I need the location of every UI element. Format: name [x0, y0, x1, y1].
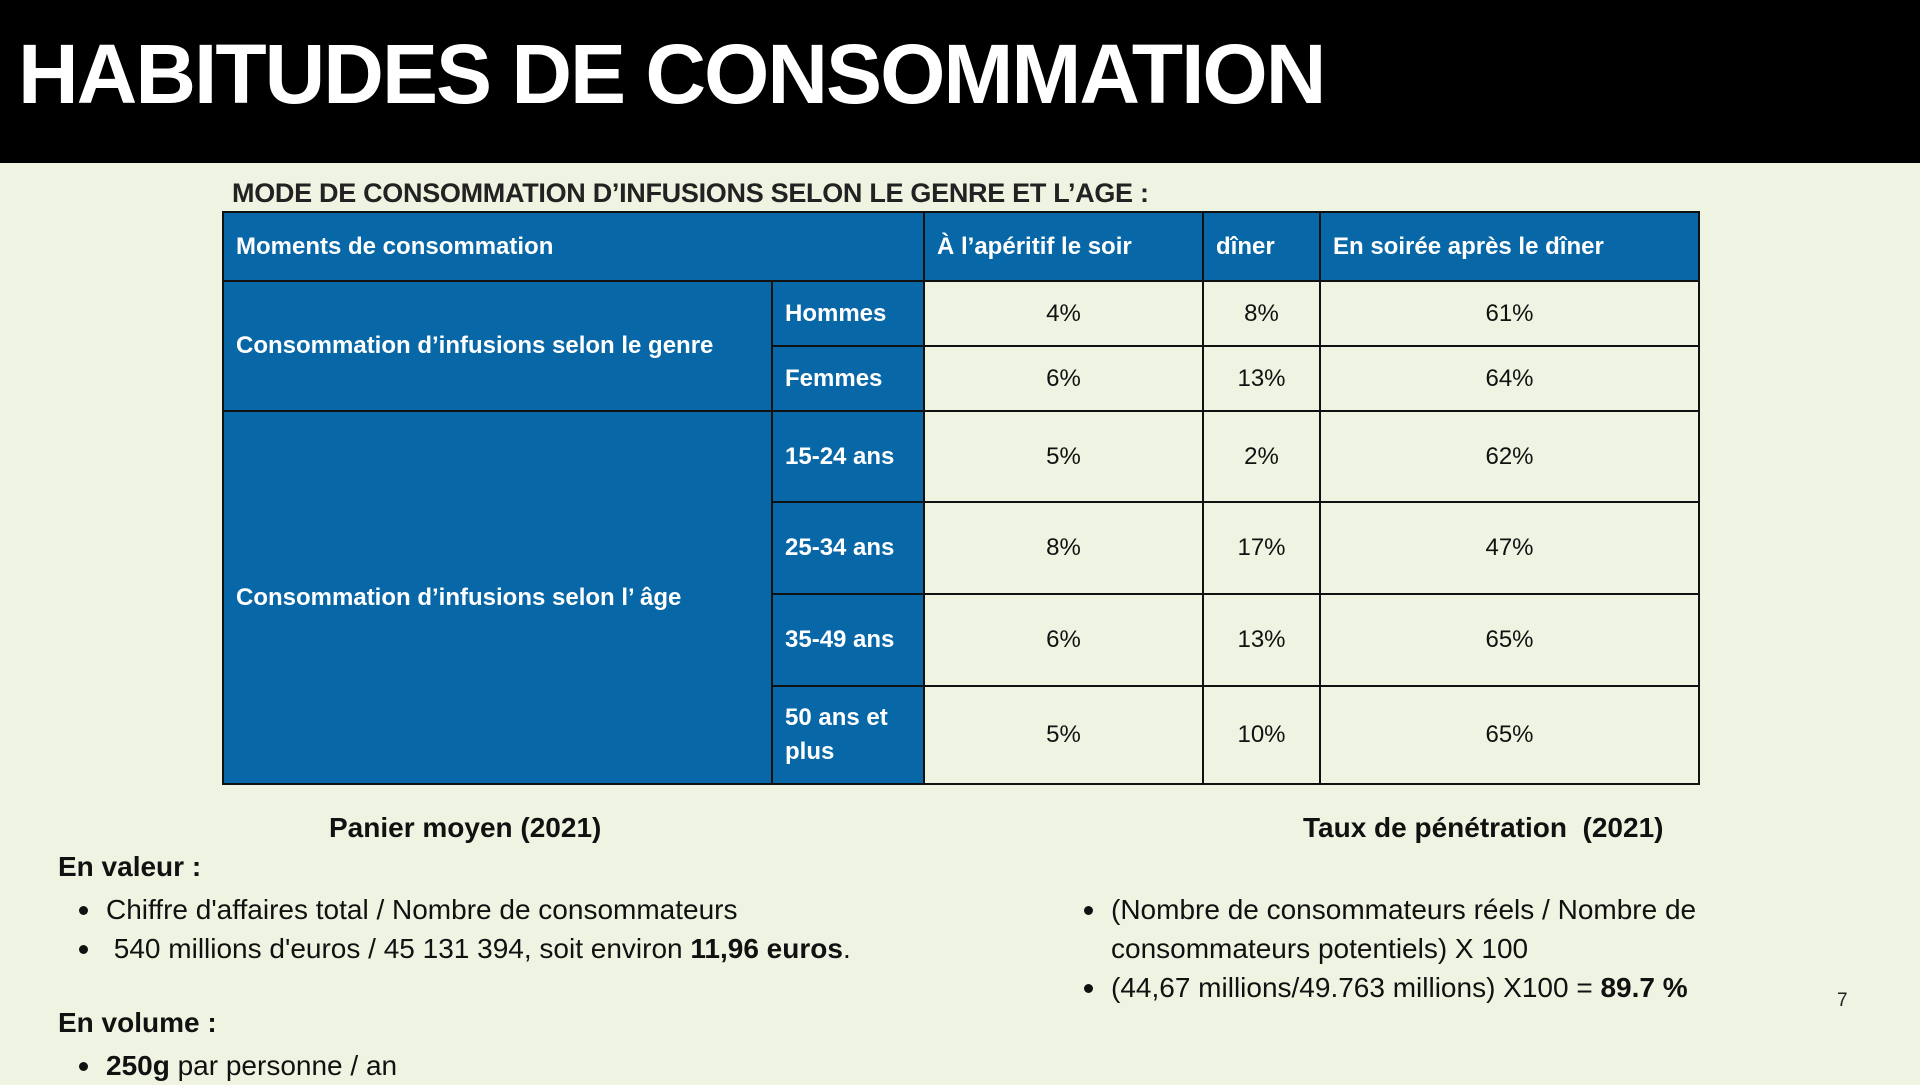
table-row: Consommation d’infusions selon le genre …: [222, 280, 1700, 412]
list-item: 540 millions d'euros / 45 131 394, soit …: [58, 929, 958, 968]
header-diner: dîner: [1202, 211, 1321, 282]
en-volume-label: En volume :: [58, 1007, 217, 1038]
penetration-calc: (44,67 millions/49.763 millions) X100 =: [1111, 972, 1601, 1003]
header-soiree: En soirée après le dîner: [1319, 211, 1700, 282]
table-cell: 61%: [1319, 280, 1700, 347]
table-cell: 6%: [923, 345, 1204, 412]
list-item: (44,67 millions/49.763 millions) X100 = …: [1063, 968, 1763, 1007]
table-cell: 13%: [1202, 345, 1321, 412]
table-cell: 2%: [1202, 410, 1321, 503]
valeur-period: .: [842, 933, 851, 964]
list-item: Chiffre d'affaires total / Nombre de con…: [58, 890, 958, 929]
table-row: Consommation d’infusions selon l’ âge 15…: [222, 410, 1700, 785]
header-moments: Moments de consommation: [222, 211, 925, 282]
penetration-formula: (Nombre de consommateurs réels / Nombre …: [1111, 894, 1697, 964]
valeur-formula: Chiffre d'affaires total / Nombre de con…: [106, 894, 738, 925]
table-cell: 4%: [923, 280, 1204, 347]
table-cell: 8%: [923, 501, 1204, 595]
panier-heading: Panier moyen (2021): [329, 812, 602, 843]
row-label: Hommes: [771, 280, 925, 347]
table-cell: 17%: [1202, 501, 1321, 595]
list-item: 250g par personne / an: [58, 1046, 958, 1085]
row-label: 25-34 ans: [771, 501, 925, 595]
penetration-result: 89.7 %: [1600, 972, 1688, 1003]
penetration-list: (Nombre de consommateurs réels / Nombre …: [1063, 890, 1763, 1007]
table-cell: 10%: [1202, 685, 1321, 785]
table-cell: 47%: [1319, 501, 1700, 595]
header-aperitif: À l’apéritif le soir: [923, 211, 1204, 282]
row-label: 35-49 ans: [771, 593, 925, 687]
table-cell: 6%: [923, 593, 1204, 687]
table-title: MODE DE CONSOMMATION D’INFUSIONS SELON L…: [232, 178, 1149, 208]
page-number: 7: [1837, 990, 1848, 1011]
penetration-heading: Taux de pénétration (2021): [1303, 812, 1664, 843]
table-cell: 5%: [923, 410, 1204, 503]
valeur-list: Chiffre d'affaires total / Nombre de con…: [58, 890, 958, 968]
en-valeur-label: En valeur :: [58, 851, 202, 882]
table-cell: 13%: [1202, 593, 1321, 687]
consumption-table: Moments de consommation À l’apéritif le …: [222, 211, 1700, 785]
row-label: 50 ans et plus: [771, 685, 925, 785]
list-item: (Nombre de consommateurs réels / Nombre …: [1063, 890, 1763, 968]
table-row: 50 ans et plus 5% 10% 65%: [223, 685, 1700, 785]
slide-title: HABITUDES DE CONSOMMATION: [18, 27, 1326, 121]
table-cell: 5%: [923, 685, 1204, 785]
row-label: 15-24 ans: [771, 410, 925, 503]
title-bar: HABITUDES DE CONSOMMATION: [0, 0, 1920, 163]
group-label-genre: Consommation d’infusions selon le genre: [222, 280, 773, 412]
valeur-calc: 540 millions d'euros / 45 131 394, soit …: [106, 933, 691, 964]
table-cell: 62%: [1319, 410, 1700, 503]
table-cell: 65%: [1319, 593, 1700, 687]
valeur-result: 11,96 euros: [690, 933, 843, 964]
table-header-row: Moments de consommation À l’apéritif le …: [222, 211, 1700, 282]
group-label-age: Consommation d’infusions selon l’ âge: [222, 410, 773, 785]
table-cell: 64%: [1319, 345, 1700, 412]
table-cell: 65%: [1319, 685, 1700, 785]
table-row: Femmes 6% 13% 64%: [223, 345, 1700, 412]
table-cell: 8%: [1202, 280, 1321, 347]
volume-amount: 250g: [106, 1050, 170, 1081]
table-row: 35-49 ans 6% 13% 65%: [223, 593, 1700, 687]
volume-text: par personne / an: [169, 1050, 398, 1081]
volume-list: 250g par personne / an: [58, 1046, 958, 1085]
table-row: 25-34 ans 8% 17% 47%: [223, 501, 1700, 595]
row-label: Femmes: [771, 345, 925, 412]
